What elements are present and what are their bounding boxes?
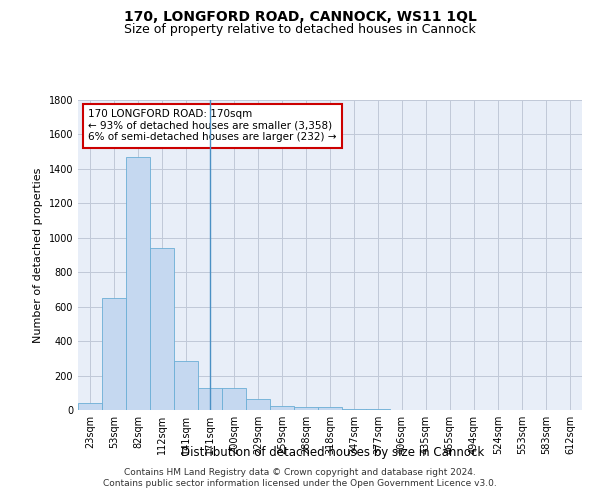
Bar — [150, 248, 174, 410]
Bar — [198, 388, 222, 410]
Bar — [102, 298, 126, 410]
Text: Contains HM Land Registry data © Crown copyright and database right 2024.
Contai: Contains HM Land Registry data © Crown c… — [103, 468, 497, 487]
Bar — [318, 408, 342, 410]
Bar — [126, 157, 150, 410]
Text: Size of property relative to detached houses in Cannock: Size of property relative to detached ho… — [124, 22, 476, 36]
Text: Distribution of detached houses by size in Cannock: Distribution of detached houses by size … — [181, 446, 485, 459]
Bar — [342, 409, 366, 410]
Text: 170, LONGFORD ROAD, CANNOCK, WS11 1QL: 170, LONGFORD ROAD, CANNOCK, WS11 1QL — [124, 10, 476, 24]
Bar — [270, 406, 294, 410]
Y-axis label: Number of detached properties: Number of detached properties — [33, 168, 43, 342]
Bar — [222, 388, 246, 410]
Bar — [174, 361, 198, 410]
Bar — [366, 409, 390, 410]
Bar — [294, 406, 318, 410]
Text: 170 LONGFORD ROAD: 170sqm
← 93% of detached houses are smaller (3,358)
6% of sem: 170 LONGFORD ROAD: 170sqm ← 93% of detac… — [88, 110, 337, 142]
Bar — [246, 399, 270, 410]
Bar — [78, 403, 102, 410]
